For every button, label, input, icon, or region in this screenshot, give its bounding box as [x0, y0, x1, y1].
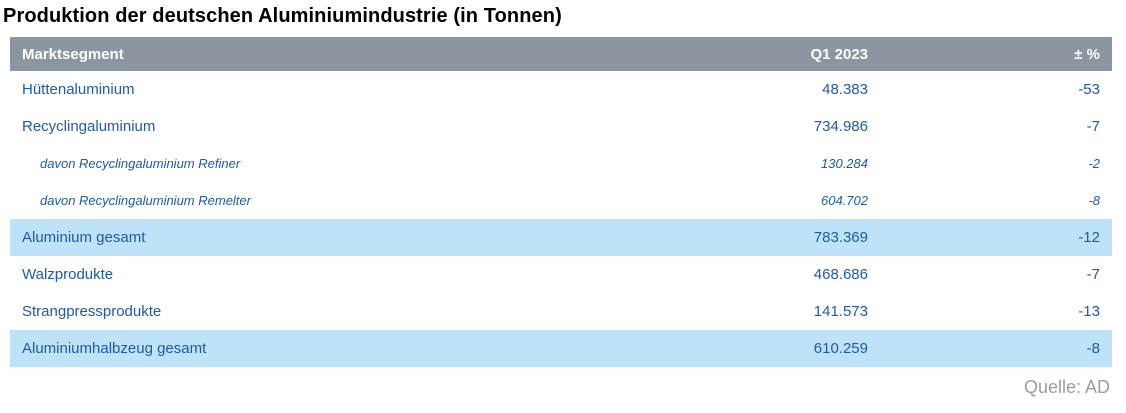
table-row: Aluminium gesamt 783.369 -12 — [10, 219, 1112, 256]
segment-label: Hüttenaluminium — [22, 81, 135, 98]
segment-label: Walzprodukte — [22, 266, 114, 283]
table-header-row: Marktsegment Q1 2023 ± % — [10, 37, 1112, 71]
q1-2023-value: 468.686 — [813, 266, 868, 283]
page: Produktion der deutschen Aluminiumindust… — [0, 5, 1126, 413]
segment-label: Strangpressprodukte — [22, 303, 162, 320]
table-row: Strangpressprodukte 141.573 -13 — [10, 293, 1112, 330]
table-row: Walzprodukte 468.686 -7 — [10, 256, 1112, 293]
percent-change-value: -53 — [1078, 81, 1100, 98]
segment-label: Aluminium gesamt — [22, 229, 146, 246]
table-body: Hüttenaluminium 48.383 -53 Recyclingalum… — [10, 71, 1112, 367]
percent-change-value: -8 — [1086, 340, 1100, 357]
source-note: Quelle: AD — [1023, 377, 1110, 397]
percent-change-value: -2 — [1088, 156, 1100, 171]
q1-2023-value: 141.573 — [813, 303, 868, 320]
column-header-marktsegment: Marktsegment — [22, 45, 124, 63]
table-row: Aluminiumhalbzeug gesamt 610.259 -8 — [10, 330, 1112, 367]
table-row: davon Recyclingaluminium Refiner 130.284… — [10, 145, 1112, 182]
column-header-q1-2023: Q1 2023 — [810, 45, 868, 63]
q1-2023-value: 130.284 — [821, 156, 868, 171]
table-row: davon Recyclingaluminium Remelter 604.70… — [10, 182, 1112, 219]
q1-2023-value: 48.383 — [822, 81, 868, 98]
segment-label: Recyclingaluminium — [22, 118, 156, 135]
percent-change-value: -12 — [1078, 229, 1100, 246]
segment-label: davon Recyclingaluminium Refiner — [40, 156, 241, 171]
q1-2023-value: 734.986 — [813, 118, 868, 135]
table-row: Recyclingaluminium 734.986 -7 — [10, 108, 1112, 145]
column-header-percent-change: ± % — [1074, 45, 1100, 63]
production-table: Marktsegment Q1 2023 ± % Hüttenaluminium… — [10, 37, 1112, 367]
percent-change-value: -13 — [1078, 303, 1100, 320]
q1-2023-value: 610.259 — [813, 340, 868, 357]
table-row: Hüttenaluminium 48.383 -53 — [10, 71, 1112, 108]
percent-change-value: -7 — [1086, 118, 1100, 135]
segment-label: davon Recyclingaluminium Remelter — [40, 193, 251, 208]
percent-change-value: -7 — [1086, 266, 1100, 283]
q1-2023-value: 604.702 — [821, 193, 868, 208]
percent-change-value: -8 — [1088, 193, 1100, 208]
page-title: Produktion der deutschen Aluminiumindust… — [3, 5, 562, 27]
q1-2023-value: 783.369 — [813, 229, 868, 246]
segment-label: Aluminiumhalbzeug gesamt — [22, 340, 207, 357]
